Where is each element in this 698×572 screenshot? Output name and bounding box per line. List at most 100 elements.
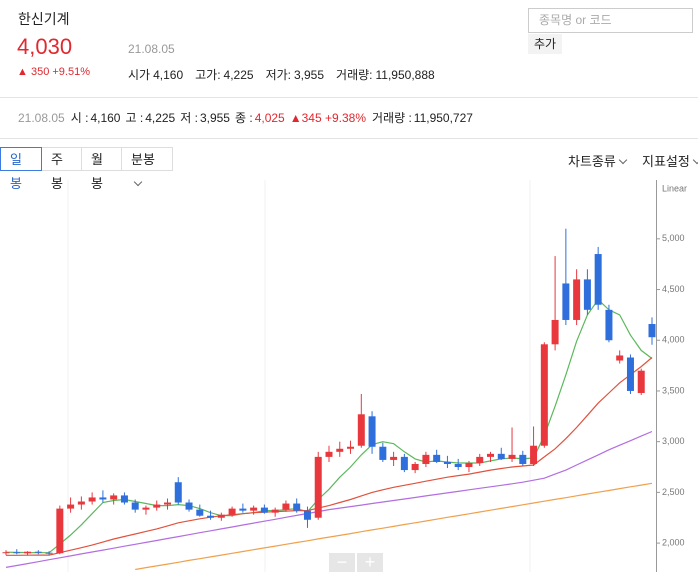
candle-body [67,504,75,509]
zoom-in[interactable]: + [357,553,383,572]
candle-body [476,456,484,463]
change-pct: +9.51% [52,66,90,78]
candle-body [228,508,236,515]
stat-label: 고가: [195,68,221,82]
period-tab[interactable]: 월봉 [81,147,122,191]
menu[interactable]: 차트종류 [568,151,628,170]
candle-body [56,508,64,554]
stats: 시가 4,160 고가: 4,225 저가: 3,955 거래량: 11,950,888 [128,66,447,83]
candle-body [2,552,10,554]
candle-body [217,514,225,518]
detail-row: 21.08.05 시 :4,160 고 :4,225 저 :3,955 종 :4,025… [18,109,473,126]
candle-body [637,370,645,393]
candle-body [24,551,32,554]
detail-value: 4,225 [145,111,176,125]
chevron [692,155,698,165]
candle-body [626,357,634,391]
candle-body [303,510,311,520]
scale-label: Linear [662,183,687,193]
candle-body [422,454,430,464]
candle-body [443,461,451,464]
change: ▲ 350 +9.51% [17,66,90,78]
detail-label: 종 : [234,111,253,125]
candle-body [34,551,42,553]
candle-body [390,456,398,460]
y-tick-label: 5,000 [662,233,685,243]
candle-body [239,508,247,511]
y-tick-label: 3,500 [662,385,685,395]
zoom-out[interactable]: − [329,553,355,572]
detail-label: 저 : [180,111,198,125]
moving-average [5,430,653,568]
candle-body [110,495,118,500]
search-box[interactable]: 종목명 or 코드 [528,8,693,33]
candle-body [131,502,139,510]
stat-label: 거래량: [336,68,373,82]
y-tick-label: 2,500 [662,487,685,497]
candle-body [196,509,204,516]
stat-value: 4,160 [153,68,184,82]
y-tick-label: 2,000 [662,537,685,547]
y-tick-label: 3,000 [662,436,685,446]
candle-body [648,324,656,338]
candle-body [508,454,516,459]
period-tab[interactable]: 주봉 [41,147,82,191]
candle-body [357,414,365,446]
detail-value: 4,160 [90,111,121,125]
candle-body [13,552,21,554]
menu[interactable]: 지표설정 [642,151,698,170]
candle-body [465,462,473,468]
candle-body [99,497,107,500]
candle-body [400,456,408,471]
candle-body [336,448,344,452]
y-tick-label: 4,000 [662,335,685,345]
candle-body [207,515,215,518]
candle-body [454,463,462,468]
chevron [618,155,628,165]
tab-label: 분봉 [131,152,155,167]
candle-body [153,504,161,508]
menu-label: 지표설정 [642,154,690,169]
candle-body [583,279,591,310]
divider [0,97,698,98]
detail-label: 시 : [70,111,89,125]
stat-value: 3,955 [294,68,325,82]
candle-body [314,456,322,518]
stat-label: 저가: [265,68,291,82]
add-button[interactable]: 추가 [528,34,562,54]
candle-body [573,279,581,320]
candle-body [519,454,527,464]
moving-average [135,482,653,571]
candle-body [411,463,419,471]
period-tab[interactable]: 분봉 [121,147,173,187]
candle-body [260,507,268,513]
candle-body [433,454,441,462]
candle-body [271,509,279,513]
candle-body [540,344,548,446]
candle-body [551,319,559,345]
change-value: 350 [30,66,50,78]
candle-body [164,502,171,505]
candle-body [605,309,613,341]
candle-body [368,416,376,447]
detail-volume-label: 거래량 : [371,111,412,125]
period-tab[interactable]: 일봉 [0,147,42,191]
detail-date: 21.08.05 [18,111,65,125]
candle-body [616,355,624,361]
stat-label: 시가 [128,68,151,82]
price: 4,030 [17,34,73,59]
stat-value: 4,225 [223,68,254,82]
candle-body [562,283,570,320]
candle-body [45,552,53,554]
detail-value: 3,955 [199,111,230,125]
candle-body [77,501,85,505]
candle-body [497,453,505,459]
candle-body [282,503,290,510]
date: 21.08.05 [128,42,175,56]
candle-body [594,254,602,305]
candle-body [185,502,193,510]
candle-body [379,446,387,460]
moving-average [6,357,653,556]
candle-body [88,497,96,502]
